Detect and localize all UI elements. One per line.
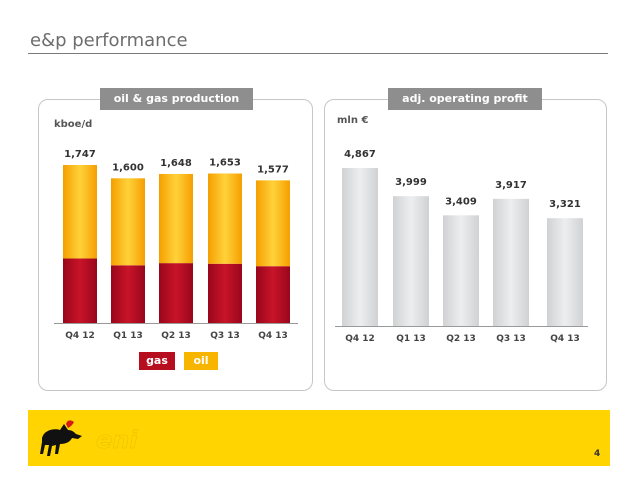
oil-bar (208, 173, 242, 264)
oil-bar (63, 165, 97, 259)
profit-value-label: 3,321 (549, 199, 581, 210)
oil-bar (159, 173, 193, 264)
profit-value-label: 4,867 (344, 149, 376, 160)
x-tick-label: Q4 12 (345, 334, 375, 344)
gas-bar (111, 265, 145, 323)
profit-bar (493, 198, 529, 326)
x-tick-label: Q1 13 (113, 331, 143, 341)
gas-bar (208, 263, 242, 323)
production-total-label: 1,648 (160, 158, 192, 169)
six-legged-dog-icon: eni (38, 418, 139, 464)
gas-bar (63, 258, 97, 323)
profit-bar (342, 168, 378, 326)
production-unit-label: kboe/d (54, 119, 93, 130)
x-tick-label: Q2 13 (446, 334, 476, 344)
legend-gas: gas (139, 352, 175, 370)
profit-value-label: 3,999 (395, 177, 427, 188)
profit-value-label: 3,917 (495, 180, 527, 191)
x-tick-label: Q3 13 (210, 331, 240, 341)
production-total-label: 1,577 (257, 164, 289, 175)
gas-bar (159, 263, 193, 323)
oil-bar (111, 178, 145, 266)
profit-bar (443, 215, 479, 326)
profit-value-label: 3,409 (445, 196, 477, 207)
x-tick-label: Q4 13 (258, 331, 288, 341)
title-divider (28, 53, 608, 54)
profit-unit-label: mln € (337, 115, 369, 126)
footer-bar (28, 410, 610, 466)
x-tick-label: Q2 13 (161, 331, 191, 341)
production-total-label: 1,653 (209, 158, 241, 169)
slide-title: e&p performance (30, 30, 188, 51)
production-total-label: 1,600 (112, 162, 144, 173)
production-chart-title: oil & gas production (100, 88, 253, 110)
gas-bar (256, 266, 290, 323)
profit-bar (547, 218, 583, 326)
x-tick-label: Q4 12 (65, 331, 95, 341)
svg-text:eni: eni (96, 426, 138, 454)
production-total-label: 1,747 (64, 149, 96, 160)
page-number: 4 (594, 449, 601, 459)
x-tick-label: Q4 13 (550, 334, 580, 344)
profit-bar (393, 196, 429, 326)
x-tick-label: Q3 13 (496, 334, 526, 344)
oil-bar (256, 180, 290, 267)
profit-chart-title: adj. operating profit (388, 88, 542, 110)
legend-oil: oil (184, 352, 218, 370)
x-tick-label: Q1 13 (396, 334, 426, 344)
